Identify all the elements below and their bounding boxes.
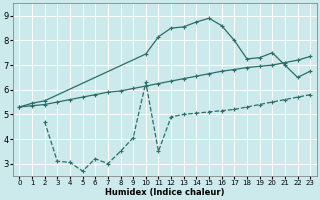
X-axis label: Humidex (Indice chaleur): Humidex (Indice chaleur): [105, 188, 225, 197]
